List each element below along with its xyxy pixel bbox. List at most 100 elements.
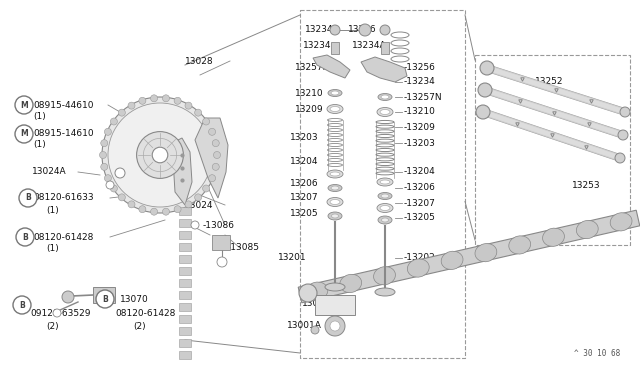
- Ellipse shape: [331, 91, 339, 95]
- Text: 13234A: 13234A: [352, 42, 387, 51]
- Ellipse shape: [374, 267, 396, 285]
- Ellipse shape: [328, 185, 342, 192]
- Bar: [179, 267, 191, 275]
- Ellipse shape: [327, 170, 343, 178]
- Text: -13206: -13206: [404, 183, 436, 192]
- Bar: [298, 210, 640, 303]
- Ellipse shape: [441, 251, 463, 269]
- Ellipse shape: [340, 274, 362, 292]
- Circle shape: [217, 257, 227, 267]
- Text: (1): (1): [46, 244, 59, 253]
- Text: 08120-61633: 08120-61633: [33, 193, 93, 202]
- Circle shape: [212, 163, 220, 170]
- Circle shape: [330, 25, 340, 35]
- Text: -13257N: -13257N: [404, 93, 443, 102]
- Bar: [179, 255, 191, 263]
- Circle shape: [299, 284, 317, 302]
- Circle shape: [174, 206, 181, 213]
- Bar: [179, 303, 191, 311]
- Text: 13205: 13205: [290, 208, 319, 218]
- Circle shape: [15, 125, 33, 143]
- Circle shape: [615, 153, 625, 163]
- Ellipse shape: [509, 236, 531, 254]
- Ellipse shape: [378, 93, 392, 100]
- Ellipse shape: [375, 288, 395, 296]
- Text: M: M: [20, 129, 28, 138]
- Circle shape: [150, 208, 157, 215]
- Circle shape: [152, 147, 168, 163]
- Circle shape: [128, 201, 135, 208]
- Ellipse shape: [327, 105, 343, 113]
- Circle shape: [136, 132, 184, 179]
- Circle shape: [15, 96, 33, 114]
- Text: 13206: 13206: [290, 179, 319, 187]
- Circle shape: [203, 185, 210, 192]
- Text: B: B: [25, 193, 31, 202]
- Circle shape: [104, 175, 111, 182]
- Ellipse shape: [331, 186, 339, 190]
- Ellipse shape: [330, 172, 340, 176]
- Text: 13001A: 13001A: [287, 321, 322, 330]
- Circle shape: [118, 194, 125, 201]
- Bar: [331, 42, 339, 54]
- Text: -13204: -13204: [404, 167, 436, 176]
- Ellipse shape: [378, 192, 392, 199]
- Circle shape: [100, 140, 108, 147]
- Text: 13234A: 13234A: [305, 26, 340, 35]
- Text: (1): (1): [33, 141, 45, 150]
- Ellipse shape: [377, 178, 393, 186]
- Ellipse shape: [330, 106, 340, 112]
- Circle shape: [212, 140, 220, 147]
- Bar: [315, 295, 355, 315]
- Circle shape: [110, 118, 117, 125]
- Circle shape: [174, 97, 181, 104]
- Ellipse shape: [332, 214, 339, 218]
- Ellipse shape: [475, 244, 497, 262]
- Circle shape: [19, 189, 37, 207]
- Ellipse shape: [306, 282, 328, 300]
- Text: M: M: [20, 100, 28, 109]
- Circle shape: [311, 326, 319, 334]
- Ellipse shape: [328, 212, 342, 220]
- Text: 09120-63529: 09120-63529: [30, 308, 90, 317]
- Text: ^ 30 10 68: ^ 30 10 68: [573, 349, 620, 358]
- Circle shape: [478, 83, 492, 97]
- Polygon shape: [172, 138, 192, 205]
- Circle shape: [139, 97, 146, 104]
- Text: -13234: -13234: [404, 77, 436, 87]
- Text: -13086: -13086: [203, 221, 235, 230]
- Circle shape: [100, 163, 108, 170]
- Bar: [179, 279, 191, 287]
- Text: 13257M: 13257M: [295, 62, 332, 71]
- Text: 13256: 13256: [348, 26, 376, 35]
- Text: (1): (1): [46, 205, 59, 215]
- Circle shape: [163, 95, 170, 102]
- Bar: [300, 10, 465, 358]
- Circle shape: [480, 61, 494, 75]
- Polygon shape: [313, 55, 350, 78]
- Circle shape: [99, 151, 106, 158]
- Ellipse shape: [543, 228, 564, 246]
- Text: -13209: -13209: [404, 122, 436, 131]
- Text: (2): (2): [46, 321, 59, 330]
- Circle shape: [203, 118, 210, 125]
- Circle shape: [359, 24, 371, 36]
- Text: 13203: 13203: [290, 134, 319, 142]
- Ellipse shape: [378, 216, 392, 224]
- Text: 13209: 13209: [295, 105, 324, 113]
- Text: 13207: 13207: [290, 193, 319, 202]
- Circle shape: [110, 185, 117, 192]
- Circle shape: [209, 128, 216, 135]
- Bar: [179, 243, 191, 251]
- Circle shape: [118, 109, 125, 116]
- Circle shape: [96, 290, 114, 308]
- Text: -13202: -13202: [404, 253, 436, 263]
- Bar: [475, 55, 630, 245]
- Text: -13205: -13205: [404, 214, 436, 222]
- Text: -13203: -13203: [404, 138, 436, 148]
- Text: 08915-44610: 08915-44610: [33, 100, 93, 109]
- Text: B: B: [19, 301, 25, 310]
- Circle shape: [13, 296, 31, 314]
- Text: 13024A: 13024A: [32, 167, 67, 176]
- Text: 08120-61428: 08120-61428: [33, 232, 93, 241]
